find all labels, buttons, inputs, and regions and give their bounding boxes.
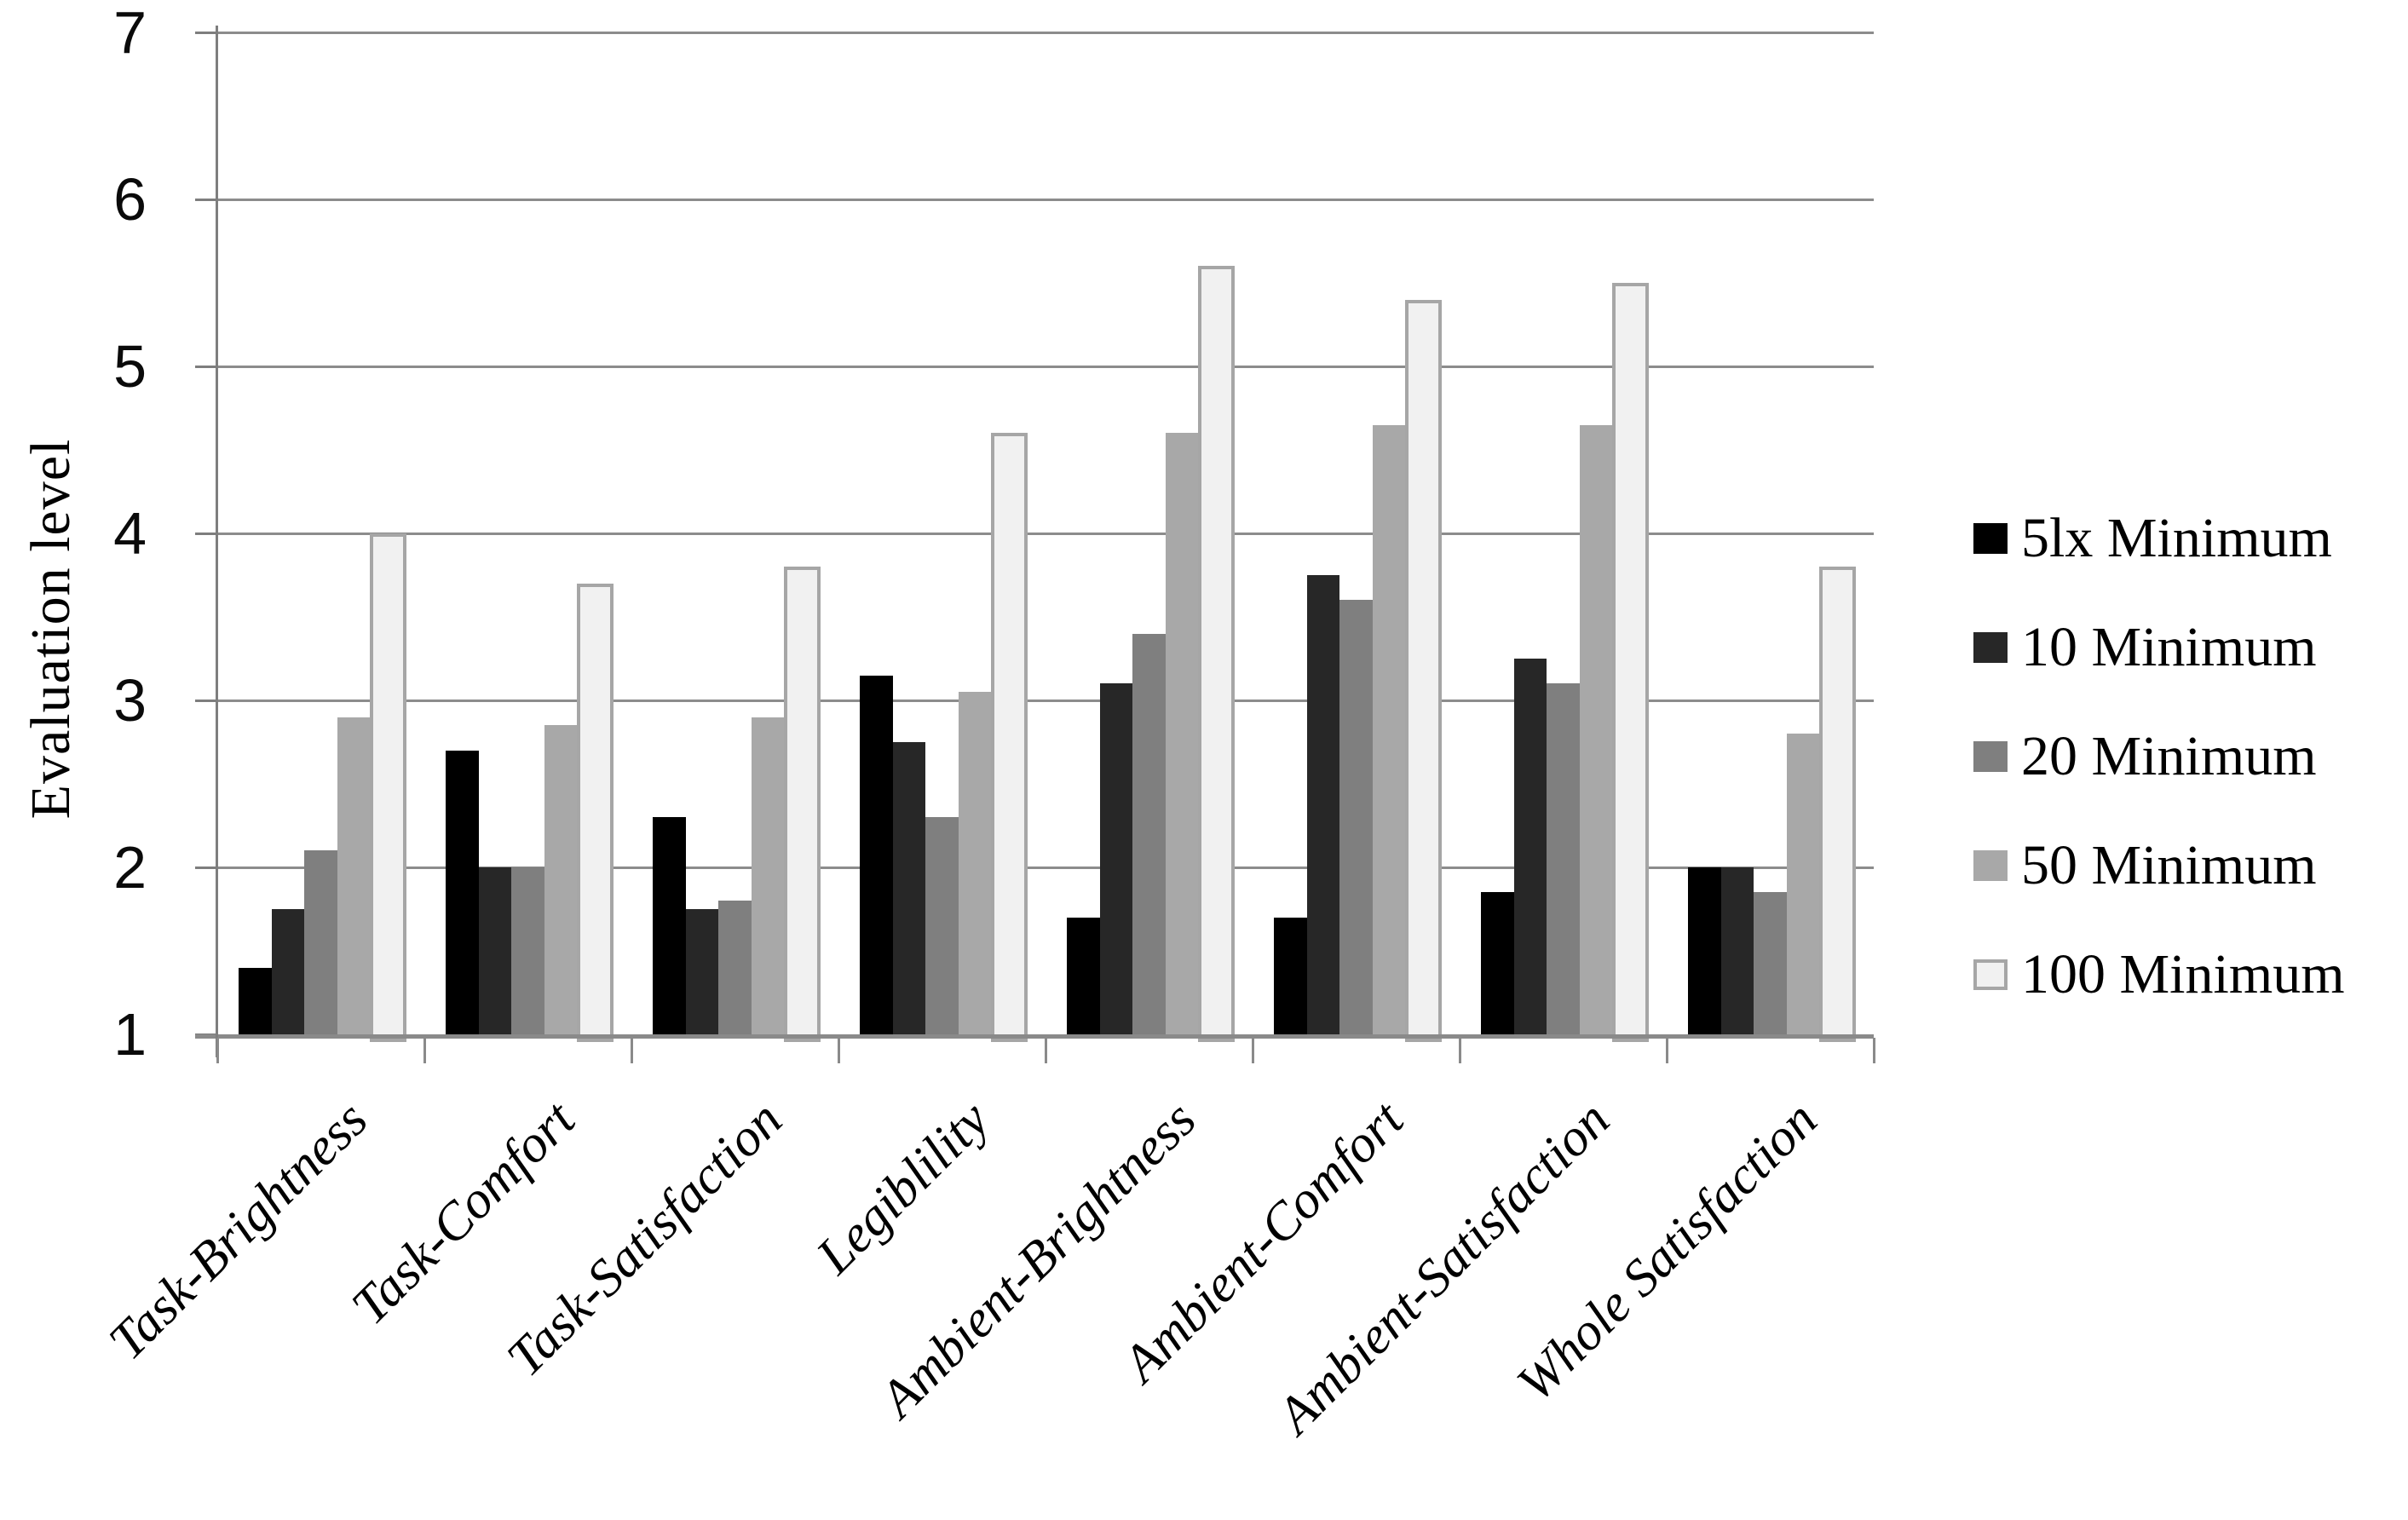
gridline <box>217 533 1874 535</box>
y-axis-tick <box>195 867 217 869</box>
x-axis-tick <box>1252 1038 1254 1063</box>
x-axis-tick <box>1459 1038 1461 1063</box>
bar <box>1688 867 1721 1034</box>
gridline <box>217 366 1874 368</box>
bar <box>784 567 821 1042</box>
bar <box>370 533 406 1042</box>
y-tick-label: 4 <box>113 500 147 567</box>
y-axis-tick <box>195 366 217 368</box>
gridline <box>217 32 1874 34</box>
y-tick-label: 2 <box>113 834 147 901</box>
y-axis-tick <box>195 32 217 34</box>
bar <box>991 433 1028 1042</box>
bar <box>1067 917 1100 1034</box>
bar <box>653 817 686 1034</box>
bar <box>860 675 893 1034</box>
bar <box>1405 299 1442 1042</box>
legend-label: 20 Minimum <box>2021 725 2317 787</box>
bar <box>304 850 337 1034</box>
legend-label: 100 Minimum <box>2021 943 2345 1005</box>
bar <box>511 867 544 1034</box>
y-axis-tick <box>195 199 217 201</box>
bar <box>1165 433 1199 1034</box>
bar <box>1754 892 1787 1034</box>
x-axis-tick <box>1045 1038 1047 1063</box>
bar <box>1132 633 1166 1034</box>
legend-item: 5lx Minimum <box>1973 484 2345 593</box>
bar <box>1513 659 1547 1034</box>
bar <box>478 867 512 1034</box>
bar <box>337 717 371 1034</box>
x-category-label: Legiblility <box>805 1090 1000 1286</box>
bar <box>925 817 959 1034</box>
bar <box>751 717 785 1034</box>
bar <box>1612 283 1649 1042</box>
x-axis-tick <box>631 1038 633 1063</box>
y-axis-tick <box>195 533 217 535</box>
legend-label: 5lx Minimum <box>2021 507 2332 569</box>
y-axis-tick <box>195 700 217 702</box>
bar <box>1786 734 1820 1034</box>
legend-swatch <box>1973 850 2008 881</box>
x-axis-tick <box>1666 1038 1668 1063</box>
legend-item: 50 Minimum <box>1973 811 2345 920</box>
bar <box>1481 892 1514 1034</box>
x-axis-tick <box>216 1038 219 1063</box>
y-tick-label: 7 <box>113 0 147 66</box>
bar <box>446 750 479 1034</box>
bar <box>685 909 719 1034</box>
bar <box>577 583 614 1042</box>
legend-label: 50 Minimum <box>2021 834 2317 896</box>
legend-swatch <box>1973 741 2008 772</box>
legend-swatch <box>1973 959 2008 990</box>
x-axis-line <box>195 1034 1874 1039</box>
bar <box>1819 567 1856 1042</box>
bar <box>1198 266 1235 1042</box>
legend-swatch <box>1973 632 2008 663</box>
legend-item: 10 Minimum <box>1973 593 2345 702</box>
bar <box>1274 917 1307 1034</box>
bar <box>718 901 752 1034</box>
x-axis-tick <box>1873 1038 1875 1063</box>
bar <box>1547 683 1580 1034</box>
gridline <box>217 867 1874 869</box>
bar <box>239 967 272 1034</box>
legend-item: 20 Minimum <box>1973 702 2345 811</box>
bar <box>1306 575 1340 1034</box>
bar <box>1099 683 1133 1034</box>
bar <box>1372 424 1406 1034</box>
x-category-label: Task-Brightness <box>98 1090 379 1371</box>
gridline <box>217 700 1874 702</box>
bar <box>892 742 926 1034</box>
gridline <box>217 199 1874 201</box>
legend-label: 10 Minimum <box>2021 616 2317 678</box>
x-axis-tick <box>838 1038 840 1063</box>
y-tick-label: 3 <box>113 667 147 734</box>
y-axis-line <box>216 26 218 1057</box>
bar <box>544 725 578 1034</box>
y-tick-label: 5 <box>113 333 147 400</box>
legend-swatch <box>1973 523 2008 554</box>
bar <box>1579 424 1613 1034</box>
bar <box>271 909 305 1034</box>
x-axis-tick <box>423 1038 426 1063</box>
legend-item: 100 Minimum <box>1973 920 2345 1029</box>
y-tick-label: 1 <box>113 1001 147 1068</box>
y-tick-label: 6 <box>113 166 147 233</box>
legend: 5lx Minimum 10 Minimum 20 Minimum 50 Minimu… <box>1973 484 2345 1029</box>
y-axis-title: Evaluation level <box>20 438 82 820</box>
bar <box>1339 600 1373 1034</box>
bar <box>1720 867 1754 1034</box>
bar <box>958 692 992 1034</box>
